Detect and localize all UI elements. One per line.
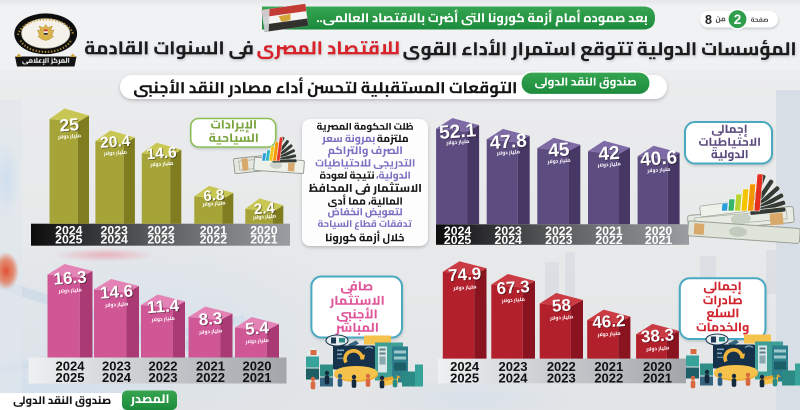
svg-text:67.3: 67.3 (497, 278, 531, 299)
svg-text:67.3: 67.3 (496, 277, 530, 298)
svg-text:45: 45 (548, 139, 571, 161)
svg-text:52.1: 52.1 (439, 121, 478, 145)
svg-text:2023: 2023 (101, 224, 129, 238)
svg-text:2021: 2021 (594, 359, 623, 374)
svg-text:2022: 2022 (595, 233, 623, 247)
svg-text:58: 58 (551, 295, 571, 315)
svg-text:6.8: 6.8 (204, 187, 226, 205)
svg-text:58: 58 (552, 296, 572, 316)
svg-text:2023: 2023 (149, 370, 178, 385)
svg-text:2024: 2024 (495, 233, 523, 247)
svg-text:2023: 2023 (547, 371, 576, 386)
svg-text:16.3: 16.3 (54, 268, 88, 289)
svg-text:2023: 2023 (545, 233, 573, 247)
svg-text:25: 25 (60, 115, 81, 136)
svg-text:2024: 2024 (450, 359, 480, 374)
svg-text:2.4: 2.4 (253, 200, 276, 218)
svg-text:45: 45 (548, 140, 571, 162)
svg-text:5.4: 5.4 (245, 318, 270, 339)
svg-text:5.4: 5.4 (245, 319, 270, 340)
svg-text:8: 8 (705, 13, 712, 27)
svg-text:14.6: 14.6 (99, 281, 133, 302)
svg-text:8.3: 8.3 (198, 309, 223, 330)
svg-text:40.6: 40.6 (640, 148, 678, 172)
svg-text:2024: 2024 (101, 233, 129, 247)
svg-text:47.8: 47.8 (490, 131, 528, 155)
svg-text:20.4: 20.4 (100, 133, 132, 152)
svg-text:2025: 2025 (444, 233, 472, 247)
svg-text:2021: 2021 (250, 233, 278, 247)
svg-text:2025: 2025 (55, 233, 83, 247)
svg-text:25: 25 (59, 114, 80, 135)
svg-text:2021: 2021 (645, 233, 673, 247)
svg-text:8.3: 8.3 (199, 310, 224, 331)
svg-text:2021: 2021 (196, 359, 225, 374)
svg-text:2020: 2020 (250, 224, 278, 238)
svg-text:2022: 2022 (594, 371, 623, 386)
svg-text:42: 42 (598, 143, 621, 165)
svg-text:46.2: 46.2 (592, 311, 626, 332)
svg-text:2021: 2021 (200, 224, 228, 238)
svg-text:2021: 2021 (595, 224, 623, 238)
svg-text:2022: 2022 (547, 359, 576, 374)
svg-text:6.8: 6.8 (203, 187, 225, 205)
svg-text:2020: 2020 (643, 359, 672, 374)
svg-text:2022: 2022 (149, 359, 178, 374)
svg-text:2: 2 (734, 12, 742, 27)
svg-text:14.6: 14.6 (146, 144, 178, 163)
svg-text:14.6: 14.6 (147, 145, 179, 164)
svg-text:74.9: 74.9 (448, 265, 482, 286)
svg-text:2022: 2022 (147, 224, 175, 238)
svg-text:2022: 2022 (200, 233, 228, 247)
svg-text:2025: 2025 (450, 371, 479, 386)
svg-text:2021: 2021 (243, 370, 272, 385)
svg-text:11.4: 11.4 (146, 296, 180, 317)
svg-text:14.6: 14.6 (100, 282, 134, 303)
svg-text:2023: 2023 (102, 359, 131, 374)
svg-text:2024: 2024 (55, 224, 83, 238)
svg-text:46.2: 46.2 (593, 312, 627, 333)
svg-text:42: 42 (599, 144, 622, 166)
svg-text:2024: 2024 (102, 370, 132, 385)
svg-text:2023: 2023 (499, 359, 528, 374)
svg-text:11.4: 11.4 (147, 297, 181, 318)
svg-text:2024: 2024 (499, 371, 529, 386)
svg-text:2.4: 2.4 (254, 201, 277, 219)
svg-text:38.3: 38.3 (641, 326, 675, 347)
svg-text:2021: 2021 (643, 371, 672, 386)
svg-text:2023: 2023 (495, 224, 523, 238)
svg-text:2020: 2020 (243, 359, 272, 374)
svg-text:20.4: 20.4 (100, 134, 132, 153)
svg-text:52.1: 52.1 (439, 120, 478, 144)
svg-text:2024: 2024 (56, 359, 86, 374)
svg-text:2023: 2023 (147, 233, 175, 247)
svg-text:2025: 2025 (56, 370, 85, 385)
svg-text:2022: 2022 (545, 224, 573, 238)
svg-text:47.8: 47.8 (489, 131, 527, 155)
svg-text:40.6: 40.6 (640, 147, 678, 171)
svg-text:16.3: 16.3 (53, 267, 87, 288)
svg-text:38.3: 38.3 (640, 325, 674, 346)
svg-text:74.9: 74.9 (448, 264, 482, 285)
svg-text:2020: 2020 (645, 224, 673, 238)
svg-text:2024: 2024 (444, 224, 472, 238)
svg-text:2022: 2022 (196, 370, 225, 385)
